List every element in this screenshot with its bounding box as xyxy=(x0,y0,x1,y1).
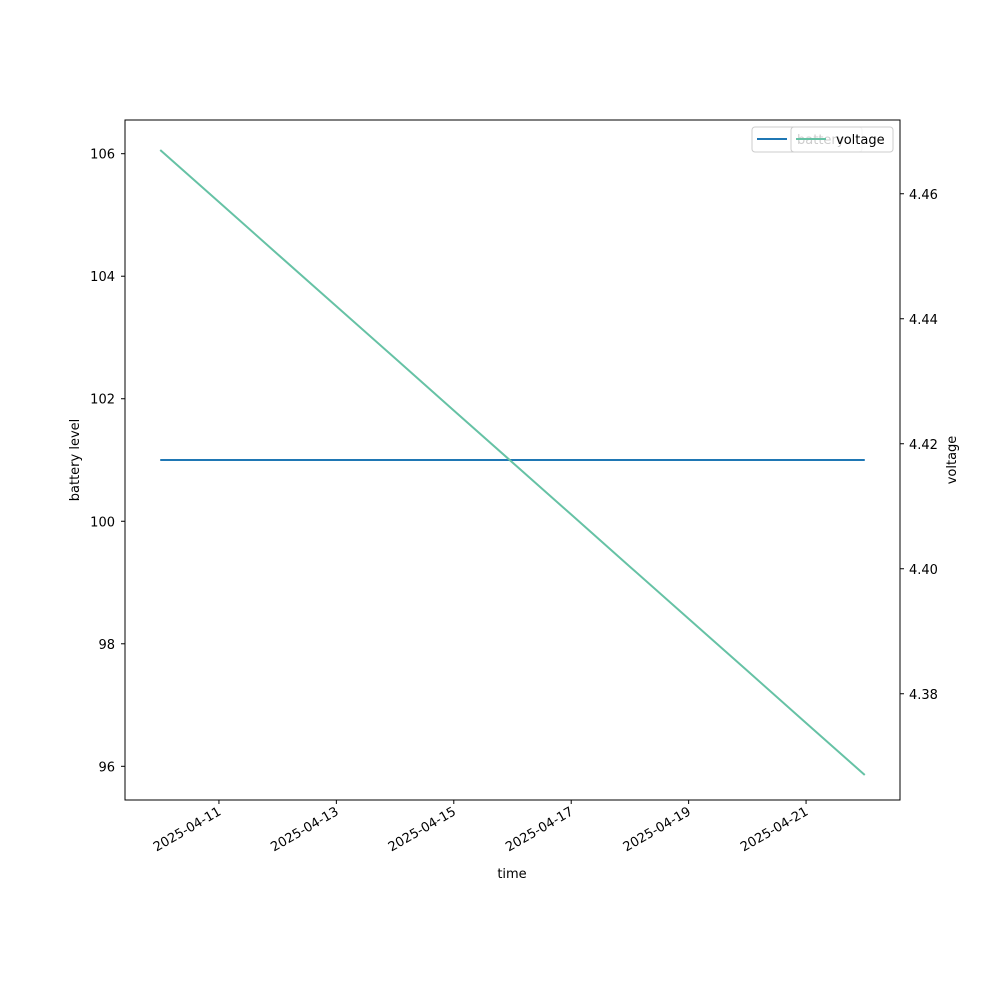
x-axis-label: time xyxy=(497,867,526,882)
series-line-voltage xyxy=(159,149,866,776)
y-axis-left: 96 98 100 102 104 106 xyxy=(90,148,125,775)
y-tick-label: 106 xyxy=(90,148,115,163)
x-tick-label: 2025-04-21 xyxy=(738,804,811,855)
y-axis-right-label: voltage xyxy=(945,436,960,485)
y-tick-label: 102 xyxy=(90,393,115,408)
y2-tick-label: 4.38 xyxy=(909,688,938,703)
x-tick-label: 2025-04-11 xyxy=(151,804,224,855)
y-tick-label: 104 xyxy=(90,270,115,285)
y2-tick-label: 4.44 xyxy=(909,313,938,328)
y-axis-left-label: battery level xyxy=(68,419,83,502)
legend-voltage: voltage xyxy=(790,126,894,153)
x-tick-label: 2025-04-13 xyxy=(268,804,341,855)
y2-tick-label: 4.42 xyxy=(909,438,938,453)
x-axis: 2025-04-11 2025-04-13 2025-04-15 2025-04-17… xyxy=(151,800,811,855)
y-axis-right: 4.38 4.40 4.42 4.44 4.46 xyxy=(900,188,938,703)
legend-voltage-box xyxy=(790,126,894,153)
series-layer xyxy=(159,149,866,776)
plot-frame xyxy=(124,119,901,801)
legend-voltage-label: voltage xyxy=(836,133,885,148)
y2-tick-label: 4.40 xyxy=(909,563,938,578)
y-tick-label: 98 xyxy=(98,638,115,653)
y-tick-label: 100 xyxy=(90,515,115,530)
y2-tick-label: 4.46 xyxy=(909,188,938,203)
x-tick-label: 2025-04-15 xyxy=(386,804,459,855)
x-tick-label: 2025-04-17 xyxy=(503,804,576,855)
x-tick-label: 2025-04-19 xyxy=(621,804,694,855)
y-tick-label: 96 xyxy=(98,760,115,775)
